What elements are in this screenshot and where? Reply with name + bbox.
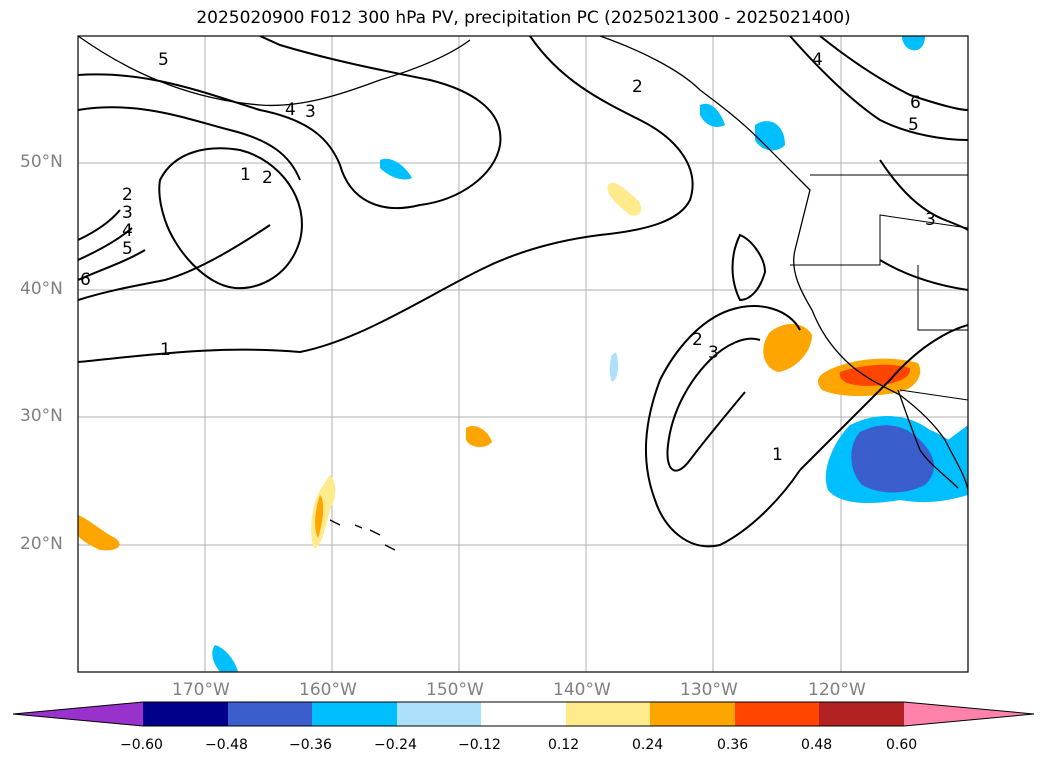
- colorbar-tick: −0.24: [374, 737, 417, 753]
- colorbar-tick: 0.12: [548, 737, 580, 753]
- pv-contour-1-closed: [158, 147, 303, 290]
- colorbar-tick: 0.48: [801, 737, 833, 753]
- colorbar-segment: [481, 702, 566, 726]
- colorbar-segment: [312, 702, 397, 726]
- coastlines: [78, 36, 968, 551]
- state-lines-2: [917, 265, 968, 331]
- contour-label: 2: [122, 185, 133, 205]
- map-title: 2025020900 F012 300 hPa PV, precipitatio…: [196, 8, 851, 28]
- contour-label: 3: [305, 102, 316, 122]
- colorbar-segment: [819, 702, 904, 726]
- colorbar-tick: 0.36: [717, 737, 749, 753]
- lon-label-130w: 130°W: [680, 680, 738, 700]
- colorbar-segment: [228, 702, 312, 726]
- colorbar-segment: [566, 702, 650, 726]
- precip-cell-a: [607, 182, 642, 216]
- contour-label: 5: [908, 115, 919, 135]
- pv-contour-5-west: [78, 209, 121, 241]
- pv-contour-3-north: [78, 106, 301, 181]
- lat-label-30n: 30°N: [20, 406, 63, 426]
- precip-cell-k: [902, 36, 925, 51]
- precip-cell-c: [466, 425, 492, 448]
- state-lines: [790, 214, 968, 266]
- precip-baja-neg-inner: [851, 425, 935, 493]
- pv-contour-closed-east: [731, 233, 767, 302]
- colorbar-outline: [12, 701, 1035, 727]
- contour-label: 4: [285, 100, 296, 120]
- contour-label: 5: [122, 239, 133, 259]
- lon-label-140w: 140°W: [553, 680, 611, 700]
- contour-label: 1: [240, 165, 251, 185]
- precip-offshore-pos: [763, 324, 812, 372]
- colorbar-tick: 0.24: [632, 737, 664, 753]
- coast-baja: [897, 389, 959, 489]
- colorbar-extend-high: [904, 702, 1034, 726]
- pv-contour-2-ne: [879, 259, 968, 291]
- precip-cell-b: [609, 352, 619, 382]
- pv-contour-3-west: [78, 249, 146, 281]
- colorbar-tick: −0.36: [289, 737, 332, 753]
- contour-label: 2: [632, 77, 643, 97]
- border-us-mexico: [899, 389, 968, 401]
- contour-label: 3: [708, 343, 719, 363]
- coast-hawaii: [329, 519, 396, 551]
- pv-contour-1-east: [644, 305, 801, 548]
- colorbar-tick: 0.60: [886, 737, 918, 753]
- lat-label-40n: 40°N: [20, 279, 63, 299]
- precip-shading: [78, 36, 968, 672]
- pv-contour-1-west: [78, 36, 694, 363]
- coast-north-america: [599, 36, 968, 491]
- precip-cell-e: [315, 495, 324, 538]
- contour-label: 5: [158, 50, 169, 70]
- pv-contour-4-west: [78, 227, 133, 261]
- contour-label: 1: [772, 445, 783, 465]
- map-background: [78, 36, 968, 672]
- pv-contour-2-east: [666, 337, 761, 472]
- contour-label: 6: [910, 93, 921, 113]
- contour-label: 3: [925, 210, 936, 230]
- contour-label: 4: [812, 50, 823, 70]
- colorbar-segment: [143, 702, 228, 726]
- colorbar-segment: [397, 702, 481, 726]
- colorbar-tick: −0.48: [205, 737, 248, 753]
- colorbar: [12, 701, 1035, 727]
- lon-label-160w: 160°W: [299, 680, 357, 700]
- precip-cell-f: [78, 515, 120, 551]
- map-frame: [77, 35, 969, 673]
- pv-contour-1-se: [799, 324, 968, 471]
- lon-label-170w: 170°W: [172, 680, 230, 700]
- lat-label-20n: 20°N: [20, 534, 63, 554]
- colorbar-tick: −0.12: [458, 737, 501, 753]
- contour-label: 1: [160, 340, 171, 360]
- contour-label: 4: [122, 221, 133, 241]
- lon-label-150w: 150°W: [426, 680, 484, 700]
- colorbar-tick: −0.60: [120, 737, 163, 753]
- precip-cell-g: [212, 645, 238, 672]
- pv-contour-5-ne: [789, 36, 968, 141]
- graticule: [78, 36, 968, 672]
- pv-contour-2-west: [78, 224, 271, 301]
- coast-aleutians: [78, 36, 471, 107]
- pv-contour-2-north: [78, 36, 502, 210]
- pv-contour-6: [819, 36, 968, 111]
- contour-label: 2: [262, 168, 273, 188]
- precip-cell-h: [380, 158, 412, 180]
- boundaries: [790, 174, 968, 401]
- precip-cell-i: [700, 103, 725, 127]
- lon-label-120w: 120°W: [808, 680, 866, 700]
- colorbar-extend-low: [13, 702, 143, 726]
- contour-label: 2: [692, 330, 703, 350]
- lat-label-50n: 50°N: [20, 152, 63, 172]
- contour-label: 6: [80, 270, 91, 290]
- colorbar-segment: [735, 702, 819, 726]
- colorbar-segment: [650, 702, 735, 726]
- precip-baja-east: [948, 425, 968, 465]
- contour-labels: 1 1 2 2 3 4 5 6 4 3 5 2 3 1 2 6 5 4 3: [80, 50, 936, 465]
- contour-label: 3: [122, 203, 133, 223]
